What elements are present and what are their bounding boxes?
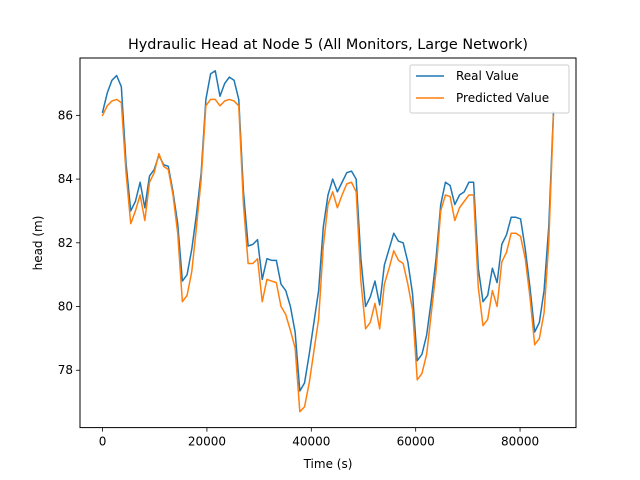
x-tick-label: 20000 [188, 435, 226, 449]
legend: Real Value Predicted Value [409, 64, 570, 114]
x-tick-label: 60000 [397, 435, 435, 449]
x-axis-label: Time (s) [303, 457, 353, 471]
y-axis: 78 80 82 84 86 [58, 108, 80, 377]
x-tick-label: 0 [99, 435, 107, 449]
series-line-real-value [101, 69, 555, 392]
series-line-predicted-value [101, 98, 555, 413]
x-tick-label: 40000 [292, 435, 330, 449]
y-tick-label: 82 [58, 236, 73, 250]
y-tick-label: 78 [58, 363, 73, 377]
chart-title: Hydraulic Head at Node 5 (All Monitors, … [128, 37, 528, 53]
y-tick-label: 80 [58, 300, 73, 314]
legend-label-predicted-value: Predicted Value [456, 91, 549, 105]
plot-area [101, 69, 555, 413]
y-tick-label: 84 [58, 172, 73, 186]
x-axis: 0 20000 40000 60000 80000 [99, 427, 539, 449]
y-axis-label: head (m) [31, 216, 45, 271]
legend-label-real-value: Real Value [456, 69, 519, 83]
x-tick-label: 80000 [501, 435, 539, 449]
legend-box [409, 64, 570, 114]
y-tick-label: 86 [58, 108, 73, 122]
